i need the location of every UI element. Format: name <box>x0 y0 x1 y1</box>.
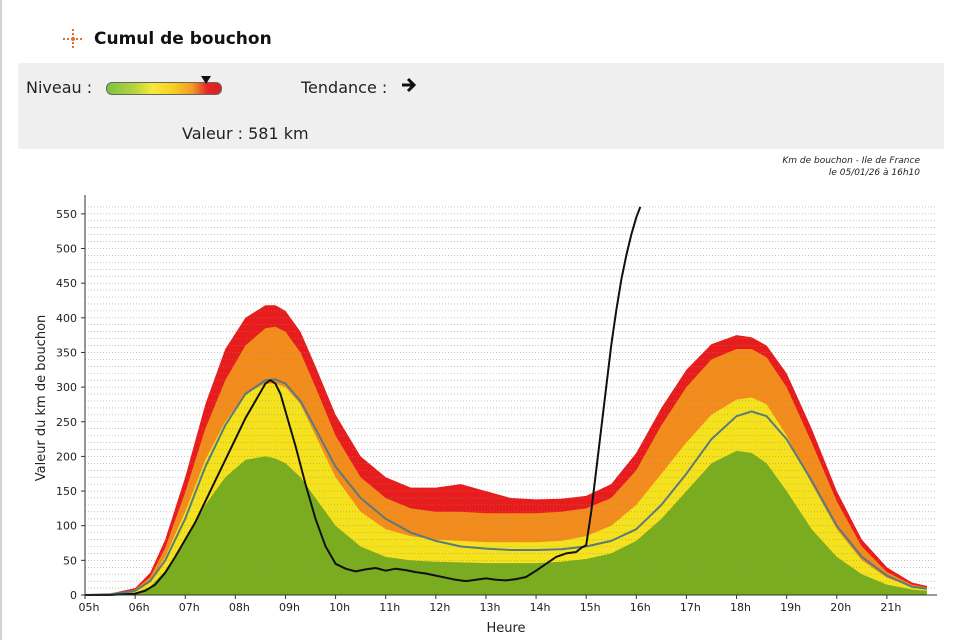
value-label: Valeur : 581 km <box>182 124 309 143</box>
trend-label: Tendance : <box>301 78 388 97</box>
page-title: Cumul de bouchon <box>94 29 272 49</box>
y-tick-label: 350 <box>56 346 77 359</box>
y-tick-label: 0 <box>70 589 77 602</box>
x-tick-label: 15h <box>580 601 601 614</box>
level-gauge <box>106 82 222 95</box>
x-tick-label: 07h <box>179 601 200 614</box>
page-left-rule <box>0 0 2 640</box>
y-axis-label: Valeur du km de bouchon <box>34 315 49 482</box>
indicator-panel <box>18 63 944 149</box>
y-tick-label: 450 <box>56 277 77 290</box>
x-tick-label: 13h <box>479 601 500 614</box>
x-axis-label: Heure <box>486 621 525 636</box>
chart-note: Km de bouchon - Ile de France le 05/01/2… <box>782 155 920 179</box>
band-green <box>85 450 927 595</box>
x-tick-label: 08h <box>229 601 250 614</box>
x-tick-label: 19h <box>780 601 801 614</box>
y-tick-label: 550 <box>56 208 77 221</box>
x-tick-label: 18h <box>730 601 751 614</box>
y-tick-label: 250 <box>56 416 77 429</box>
y-tick-label: 150 <box>56 485 77 498</box>
traffic-compass-icon <box>63 29 83 49</box>
y-tick-label: 50 <box>63 554 77 567</box>
chart-note-line2: le 05/01/26 à 16h10 <box>828 168 920 178</box>
x-tick-label: 17h <box>680 601 701 614</box>
y-tick-label: 300 <box>56 381 77 394</box>
x-tick-label: 11h <box>379 601 400 614</box>
x-tick-label: 21h <box>880 601 901 614</box>
y-tick-label: 100 <box>56 520 77 533</box>
series-today <box>85 206 642 596</box>
series-mean <box>84 378 928 596</box>
level-label: Niveau : <box>26 78 93 97</box>
y-tick-label: 200 <box>56 450 77 463</box>
y-tick-label: 400 <box>56 312 77 325</box>
page-header: Cumul de bouchon <box>62 25 272 53</box>
x-tick-label: 10h <box>329 601 350 614</box>
arrow-right-icon <box>402 77 417 93</box>
x-tick-label: 09h <box>279 601 300 614</box>
x-tick-label: 20h <box>830 601 851 614</box>
x-tick-label: 16h <box>630 601 651 614</box>
x-tick-label: 06h <box>129 601 150 614</box>
y-tick-label: 500 <box>56 243 77 256</box>
x-tick-label: 12h <box>429 601 450 614</box>
x-tick-label: 14h <box>530 601 551 614</box>
x-tick-label: 05h <box>79 601 100 614</box>
level-marker-icon <box>201 76 212 84</box>
chart-note-line1: Km de bouchon - Ile de France <box>782 156 920 166</box>
